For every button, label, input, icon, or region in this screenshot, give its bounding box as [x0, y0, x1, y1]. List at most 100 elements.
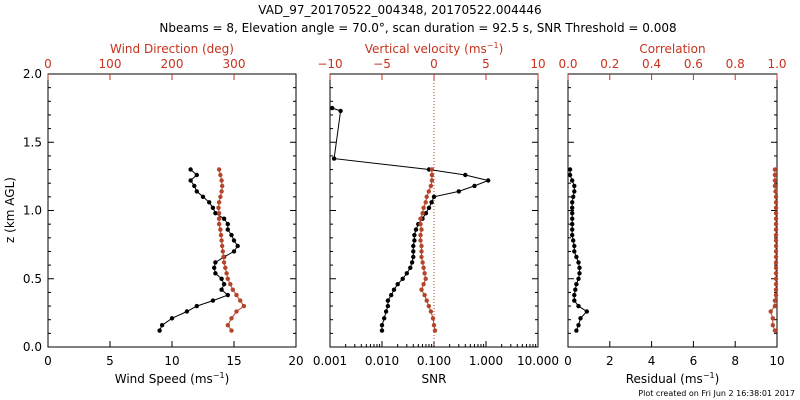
series-point-2	[418, 232, 423, 238]
series-point-1	[570, 200, 575, 205]
series-point-1	[194, 189, 199, 194]
series-point-2	[773, 227, 779, 232]
series-point-1	[221, 282, 227, 287]
top-axis-label: Wind Direction (deg)	[110, 42, 234, 56]
series-point-2	[773, 276, 779, 281]
series-point-2	[216, 216, 222, 221]
series-point-1	[225, 292, 230, 298]
panel-3: 0 2 4 6 8 10 Residual (ms−1) 0.0 0.2 0.4 0.6 0.8 1.0…	[558, 42, 786, 386]
series-point-2	[421, 282, 426, 287]
series-point-1	[486, 178, 491, 183]
top-axis-label: Correlation	[639, 42, 705, 56]
series-point-1	[382, 316, 387, 321]
series-point-1	[200, 194, 206, 199]
series-point-1	[463, 172, 468, 178]
series-point-2	[430, 316, 436, 321]
top-tick-label: 5	[482, 57, 490, 71]
series-point-1	[571, 238, 576, 243]
y-tick-label: 2.0	[23, 67, 42, 81]
series-point-1	[572, 243, 577, 249]
bottom-tick-label: 10.000	[517, 354, 559, 368]
series-point-2	[429, 167, 435, 172]
bottom-axis-label: Residual (ms−1)	[626, 371, 720, 386]
plot-created-footer: Plot created on Fri Jun 2 16:38:01 2017	[638, 389, 795, 398]
series-point-1	[431, 194, 437, 199]
series-line-1	[332, 107, 490, 331]
series-point-2	[773, 287, 779, 292]
bottom-tick-label: 0	[44, 354, 52, 368]
series-point-1	[411, 243, 416, 249]
series-point-2	[216, 200, 222, 205]
series-point-2	[422, 271, 427, 276]
bottom-tick-label: 1.000	[469, 354, 503, 368]
series-point-1	[573, 287, 578, 292]
series-point-2	[432, 328, 438, 333]
series-point-2	[220, 183, 225, 189]
series-point-1	[338, 108, 343, 114]
series-point-2	[768, 309, 773, 314]
series-point-2	[772, 298, 778, 303]
top-tick-label: −5	[373, 57, 391, 71]
series-point-1	[411, 254, 416, 260]
series-point-1	[408, 265, 413, 270]
series-point-1	[570, 221, 575, 227]
series-point-1	[576, 303, 581, 309]
bottom-tick-label: 2	[606, 354, 614, 368]
series-point-2	[228, 282, 233, 287]
top-tick-label: −10	[317, 57, 342, 71]
series-point-1	[574, 282, 579, 287]
series-point-1	[395, 282, 400, 287]
series-point-2	[423, 276, 428, 281]
series-point-2	[216, 205, 221, 210]
series-point-1	[229, 232, 234, 238]
series-point-2	[772, 183, 778, 189]
series-point-1	[221, 216, 227, 221]
bottom-tick-label: 0	[564, 354, 572, 368]
series-point-1	[213, 271, 218, 276]
series-point-2	[773, 271, 779, 276]
bottom-tick-label: 15	[226, 354, 241, 368]
series-point-1	[412, 238, 417, 243]
series-point-2	[216, 167, 222, 172]
series-point-2	[773, 216, 779, 221]
series-point-2	[224, 271, 229, 276]
series-point-1	[379, 323, 385, 328]
series-point-2	[419, 254, 424, 260]
series-point-2	[428, 183, 434, 189]
top-tick-label: 200	[161, 57, 184, 71]
series-point-2	[241, 303, 247, 309]
series-point-2	[225, 323, 230, 328]
series-point-1	[159, 323, 165, 328]
y-tick-label: 1.0	[23, 204, 42, 218]
series-point-2	[418, 221, 423, 227]
series-point-2	[418, 238, 423, 243]
series-point-1	[429, 200, 434, 205]
series-point-1	[210, 298, 216, 303]
y-tick-label: 0.0	[23, 340, 42, 354]
series-point-2	[772, 303, 778, 309]
bottom-tick-label: 8	[731, 354, 739, 368]
series-point-2	[419, 243, 424, 249]
series-point-1	[570, 227, 575, 232]
series-point-2	[773, 205, 779, 210]
series-point-2	[220, 243, 225, 249]
series-point-2	[773, 243, 779, 249]
series-point-1	[572, 249, 577, 254]
series-point-2	[234, 292, 239, 298]
series-point-2	[772, 178, 778, 183]
series-point-2	[772, 167, 778, 172]
series-point-1	[576, 323, 581, 328]
y-tick-label: 1.5	[23, 135, 42, 149]
bottom-tick-label: 5	[106, 354, 114, 368]
series-point-1	[456, 189, 461, 194]
series-point-1	[231, 238, 237, 243]
top-tick-label: 0.4	[642, 57, 661, 71]
series-point-1	[572, 183, 577, 189]
series-point-1	[572, 298, 577, 303]
series-point-1	[412, 232, 417, 238]
top-tick-label: 0.8	[726, 57, 745, 71]
series-point-2	[773, 221, 779, 227]
bottom-tick-label: 4	[648, 354, 656, 368]
series-point-2	[426, 189, 431, 194]
